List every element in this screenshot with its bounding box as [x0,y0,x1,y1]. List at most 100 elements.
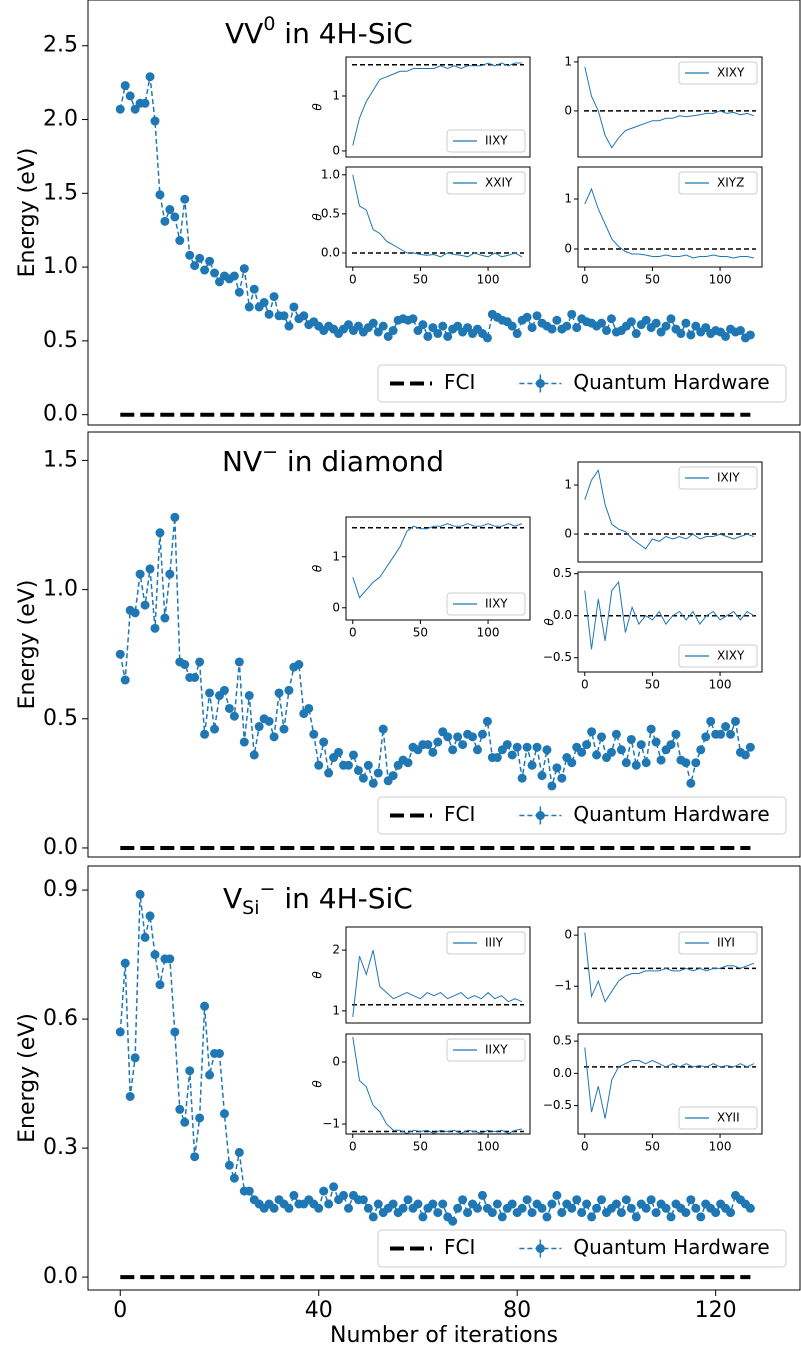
title-part: in 4H-SiC [275,882,412,915]
data-point [552,1190,562,1200]
inset-y-tick-label: 0.5 [553,566,572,580]
data-point [214,277,224,287]
data-point [443,331,453,341]
data-point [487,1208,497,1218]
data-point [358,773,368,783]
data-point [666,314,676,324]
data-point [477,1190,487,1200]
data-point [284,1203,294,1213]
data-point [482,716,492,726]
data-point [170,1027,180,1037]
inset-y-tick-label: 0.5 [553,1034,572,1048]
data-point [597,1195,607,1205]
data-point [299,311,309,321]
data-point [413,326,423,336]
data-point [150,950,160,960]
inset-legend-box [446,129,526,153]
plot-frame [87,865,801,1291]
data-point [423,740,433,750]
data-point [130,1053,140,1063]
inset-frame [577,461,763,563]
inset-line [584,1047,755,1119]
data-point [656,327,666,337]
data-point [522,742,532,752]
data-point [309,729,319,739]
data-point [701,323,711,333]
data-point [681,1208,691,1218]
data-point [229,271,239,281]
data-point [175,1104,185,1114]
data-point [120,675,130,685]
data-point [686,778,696,788]
legend-label: FCI [444,370,475,394]
data-point [597,732,607,742]
data-point [696,1212,706,1222]
data-point [244,1186,254,1196]
inset-y-label: θ [311,564,325,572]
data-point [537,771,547,781]
data-point [661,321,671,331]
data-point [165,954,175,964]
data-point [205,1070,215,1080]
y-tick-label: 1.5 [43,447,78,472]
data-point [438,321,448,331]
data-point [115,1027,125,1037]
data-point [115,649,125,659]
data-point [745,1203,755,1213]
inset-line [352,62,522,146]
data-point [269,732,279,742]
inset-line [584,66,755,149]
data-point [125,91,135,101]
data-point [611,1199,621,1209]
data-point [125,1091,135,1101]
title-part: in 4H-SiC [275,17,412,50]
data-point [418,1212,428,1222]
inset-y-tick-label: 0.0 [321,245,340,259]
inset-x-tick-label: 100 [477,626,500,640]
data-point [224,703,234,713]
data-point [592,1203,602,1213]
inset-legend-box [678,931,758,955]
data-point [626,734,636,744]
data-point [239,264,249,274]
data-point [289,302,299,312]
inset-legend-label: IIXY [485,134,508,148]
inset-legend-box [446,931,526,955]
legend-label: Quantum Hardware [573,1235,769,1259]
inset-y-tick-label: 1 [564,54,572,68]
data-point [512,329,522,339]
data-point [532,311,542,321]
data-point [735,326,745,336]
data-point [601,326,611,336]
data-point [185,250,195,260]
inset-legend-label: IIIY [485,936,504,950]
inset-line [584,469,755,550]
chart-title: VV0 in 4H-SiC [225,13,413,51]
y-tick-label: 1.5 [43,180,78,205]
data-point [145,72,155,82]
data-point [587,727,597,737]
data-point [631,1212,641,1222]
data-point [358,1195,368,1205]
data-point [517,1203,527,1213]
data-point [547,781,557,791]
data-point [671,729,681,739]
inset-y-tick-label: 0 [332,143,340,157]
data-point [343,760,353,770]
data-point [180,194,190,204]
data-point [130,104,140,114]
data-point [373,768,383,778]
data-point [636,740,646,750]
title-part: in diamond [278,445,444,478]
legend-box [377,1229,787,1268]
inset-x-tick-label: 100 [709,273,732,287]
data-point [428,1199,438,1209]
y-tick-label: 0.0 [43,835,78,860]
data-point [254,722,264,732]
data-point [388,1199,398,1209]
data-point [691,321,701,331]
data-point [532,742,542,752]
data-point [130,608,140,618]
x-axis-label: Number of iterations [330,1323,558,1348]
inset-legend-label: XXIY [485,176,513,190]
